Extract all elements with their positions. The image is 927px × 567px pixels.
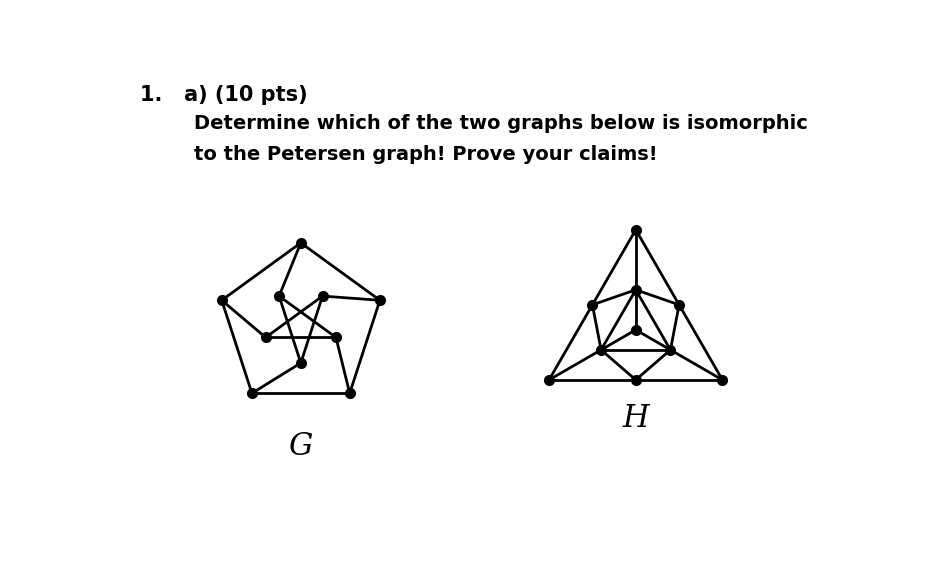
- Text: G: G: [288, 431, 312, 462]
- Text: H: H: [622, 403, 648, 434]
- Text: Determine which of the two graphs below is isomorphic: Determine which of the two graphs below …: [140, 114, 806, 133]
- Text: to the Petersen graph! Prove your claims!: to the Petersen graph! Prove your claims…: [140, 145, 657, 164]
- Text: 1.   a) (10 pts): 1. a) (10 pts): [140, 85, 307, 105]
